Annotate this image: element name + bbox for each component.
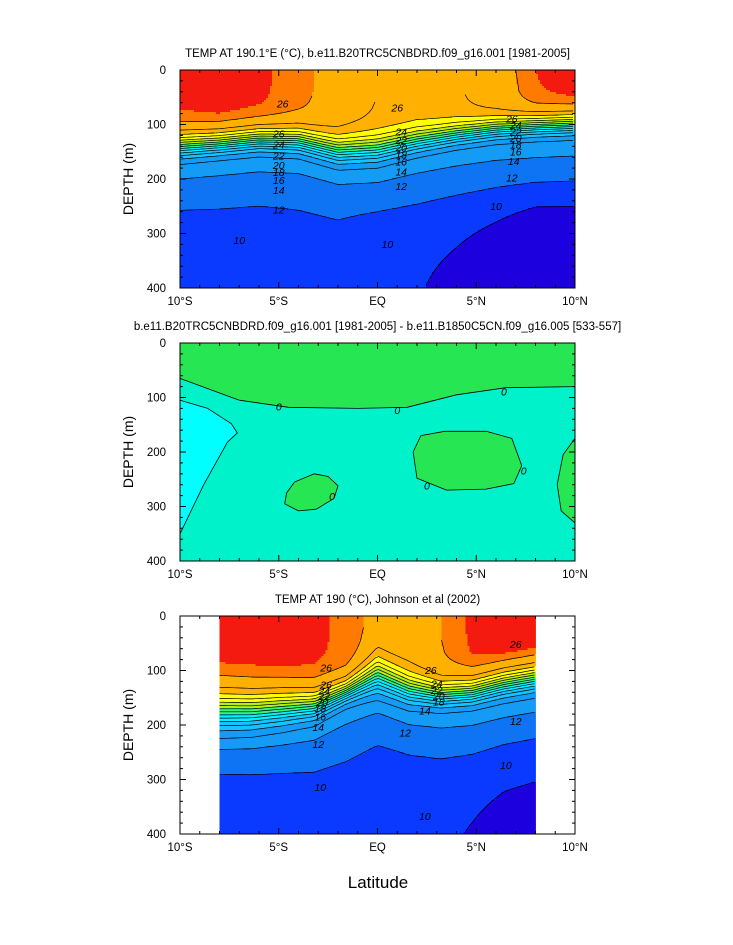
panel-model-temperature: 26 26262422201816141210262422201816141224…	[120, 48, 588, 308]
plot-area: 26 26262422201816141210262422201816141224…	[180, 70, 576, 288]
